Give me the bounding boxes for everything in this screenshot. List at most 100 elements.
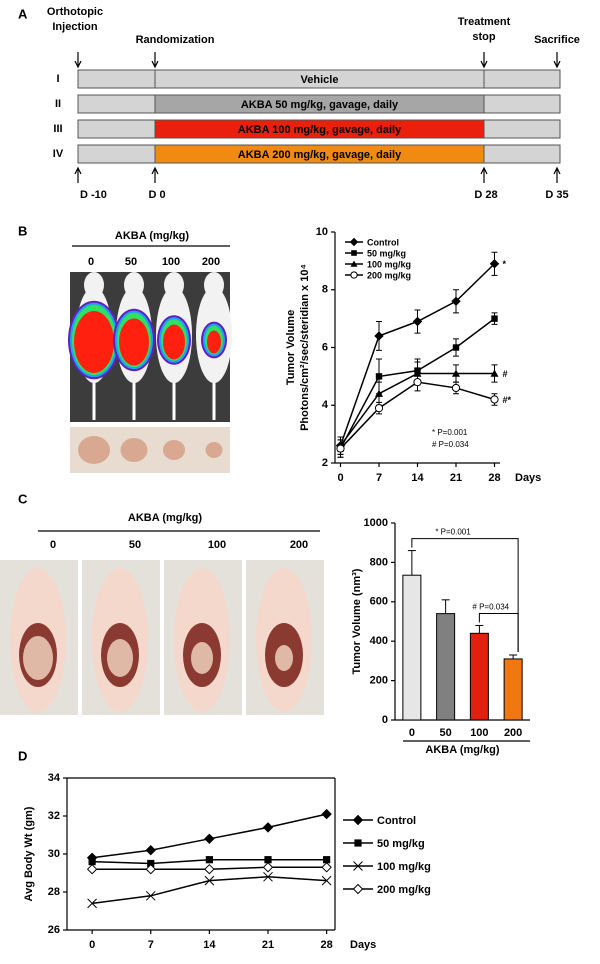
legend-marker [350, 260, 358, 267]
marker [262, 862, 274, 873]
x-tick-label: 100 [470, 727, 488, 739]
x-tick-label: 28 [321, 939, 333, 951]
marker [263, 871, 273, 882]
tumor [107, 639, 133, 677]
panel-label: B [18, 223, 27, 238]
dose-label: 50 [125, 256, 137, 268]
marker [86, 863, 98, 875]
group-numeral: II [55, 98, 61, 110]
comparison-bracket [411, 538, 519, 652]
y-tick-label: 1000 [364, 517, 388, 529]
y-tick-label: 600 [370, 596, 388, 608]
legend-label: 200 mg/kg [367, 270, 411, 280]
arrow-head [480, 166, 488, 175]
marker [321, 862, 332, 873]
legend-label: 100 mg/kg [367, 259, 411, 269]
bar [402, 574, 422, 721]
x-tick-label: 14 [411, 472, 424, 484]
marker [204, 863, 215, 875]
y-axis-title: Avg Body Wt (gm) [23, 806, 35, 901]
y-tick-label: 8 [322, 284, 328, 296]
event-label: Injection [52, 21, 98, 33]
marker [145, 890, 156, 901]
marker [374, 331, 384, 341]
y-axis-title: Tumor Volume (nm³) [351, 568, 363, 674]
significance-mark: * [503, 259, 507, 269]
event-label: Sacrifice [534, 34, 580, 46]
legend-label: 100 mg/kg [377, 861, 431, 873]
signal [119, 318, 149, 366]
dose-label: 50 [129, 539, 141, 551]
x-tick-label: 21 [450, 472, 462, 484]
arrow-head [151, 60, 159, 69]
comparison-bracket [478, 612, 519, 652]
marker [489, 259, 500, 269]
panel-label: C [18, 491, 28, 506]
event-label: Treatment [458, 16, 511, 28]
y-tick-label: 0 [382, 714, 388, 726]
marker [374, 404, 384, 413]
group-numeral: III [53, 123, 62, 135]
tumor [191, 642, 213, 674]
day-label: D 0 [148, 189, 165, 201]
significance-mark: #* [503, 395, 512, 405]
marker [145, 844, 156, 856]
marker [321, 808, 332, 820]
mouse-head [204, 272, 224, 298]
y-tick-label: 200 [370, 675, 388, 687]
marker [451, 296, 461, 307]
event-label: stop [472, 31, 496, 43]
x-tick-label: 0 [337, 472, 343, 484]
y-tick-label: 28 [48, 886, 60, 898]
marker [87, 898, 97, 909]
day-label: D 28 [474, 189, 497, 201]
marker [452, 344, 460, 351]
marker [452, 369, 460, 377]
marker [88, 858, 96, 866]
bar [436, 613, 456, 721]
day-label: D 35 [545, 189, 568, 201]
marker [451, 383, 461, 393]
marker [264, 856, 272, 864]
x-axis-title: Days [350, 939, 376, 951]
x-axis-title: AKBA (mg/kg) [425, 744, 499, 756]
tumor [163, 440, 185, 460]
marker [321, 875, 332, 886]
arrow-head [480, 60, 488, 69]
photo-title: AKBA (mg/kg) [115, 230, 189, 242]
y-tick-label: 34 [48, 772, 61, 784]
x-tick-label: 7 [148, 939, 154, 951]
treatment-bar [154, 69, 485, 89]
event-label: Randomization [136, 34, 215, 46]
marker [147, 859, 155, 868]
legend-marker [352, 883, 364, 895]
legend-label: 50 mg/kg [377, 838, 425, 850]
x-tick-label: 50 [440, 727, 452, 739]
dose-label: 0 [88, 256, 94, 268]
x-tick-label: 0 [409, 727, 415, 739]
legend-marker [352, 814, 364, 826]
treatment-bar [154, 119, 485, 139]
arrow-head [553, 60, 561, 69]
legend-label: 50 mg/kg [367, 248, 406, 258]
footnote: * P=0.001 [432, 428, 468, 437]
y-tick-label: 800 [370, 556, 388, 568]
y-tick-label: 32 [48, 810, 60, 822]
mouse-head [84, 272, 104, 298]
y-tick-label: 6 [322, 341, 328, 353]
tumor [205, 442, 223, 458]
significance-mark: # [503, 369, 508, 379]
y-tick-label: 10 [316, 226, 328, 238]
legend-marker [350, 271, 358, 279]
legend-marker [354, 839, 362, 847]
y-tick-label: 2 [322, 457, 328, 469]
marker [491, 315, 498, 322]
signal [163, 324, 185, 360]
tumor [275, 645, 293, 671]
y-axis-title: Photons/cm²/sec/steridian x 10⁴ [299, 264, 311, 431]
marker [204, 875, 215, 886]
treatment-bar [154, 144, 485, 164]
x-tick-label: 21 [262, 939, 274, 951]
marker [262, 822, 274, 833]
